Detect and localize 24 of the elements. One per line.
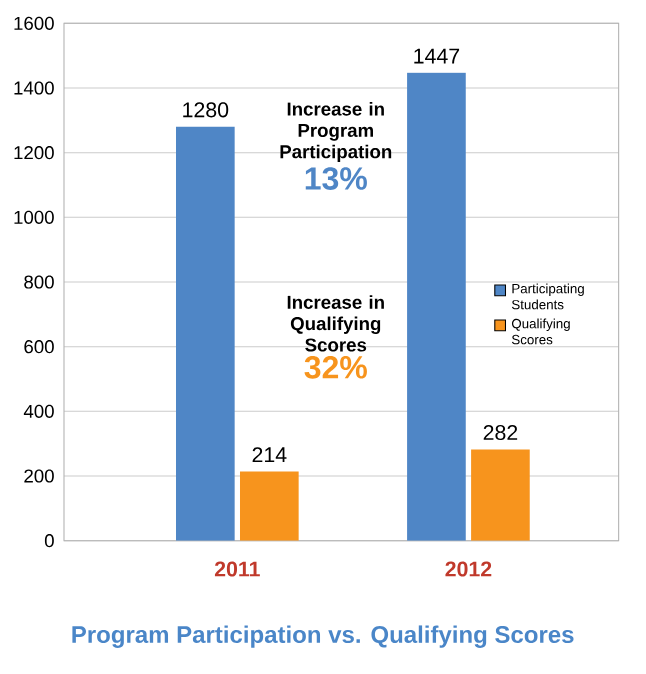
annotation: Increase in Qualifying Scores — [287, 295, 384, 352]
annotation: Increase in Program Participation — [280, 101, 392, 163]
y-tick-label: 0 — [44, 534, 54, 548]
y-tick-label: 800 — [24, 275, 54, 289]
y-tick-label: 200 — [24, 469, 54, 483]
bar — [407, 72, 466, 541]
bar — [239, 471, 299, 541]
y-tick-label: 600 — [24, 340, 54, 354]
data-label: 214 — [252, 447, 287, 463]
annotation: 32% — [304, 356, 367, 379]
text: Program Participation vs. Qualifying Scores — [72, 625, 574, 648]
y-tick-label: 400 — [23, 404, 54, 418]
bar — [176, 126, 235, 541]
y-tick-label: 1000 — [14, 210, 54, 224]
data-label: 1280 — [183, 102, 229, 118]
data-label: 282 — [483, 424, 518, 441]
x-tick-label: 2012 — [445, 561, 492, 577]
y-tick-label: 1600 — [14, 16, 54, 30]
x-tick-label: 2011 — [214, 561, 260, 577]
annotation: 13% — [305, 167, 367, 190]
y-tick-label: 1200 — [14, 146, 54, 160]
y-tick-label: 1400 — [14, 81, 54, 95]
bar — [471, 449, 530, 541]
data-label: 1447 — [414, 48, 460, 64]
